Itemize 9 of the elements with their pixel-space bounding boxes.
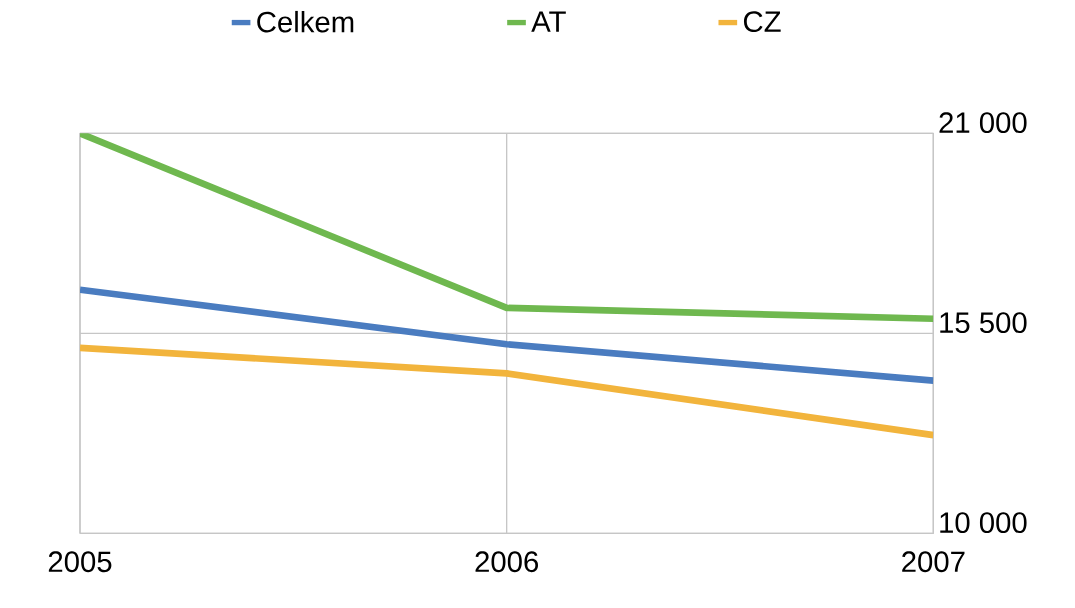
- legend-label: AT: [531, 11, 566, 32]
- x-tick-label: 2005: [48, 551, 112, 573]
- x-tick-label: 2007: [902, 551, 965, 573]
- y-tick-label: 21 000: [939, 112, 1027, 134]
- y-tick-label: 10 000: [940, 512, 1027, 534]
- legend-label: CZ: [743, 11, 781, 33]
- x-tick-label: 2006: [475, 551, 539, 573]
- legend-label: Celkem: [257, 10, 354, 33]
- y-tick-label: 15 500: [940, 312, 1027, 334]
